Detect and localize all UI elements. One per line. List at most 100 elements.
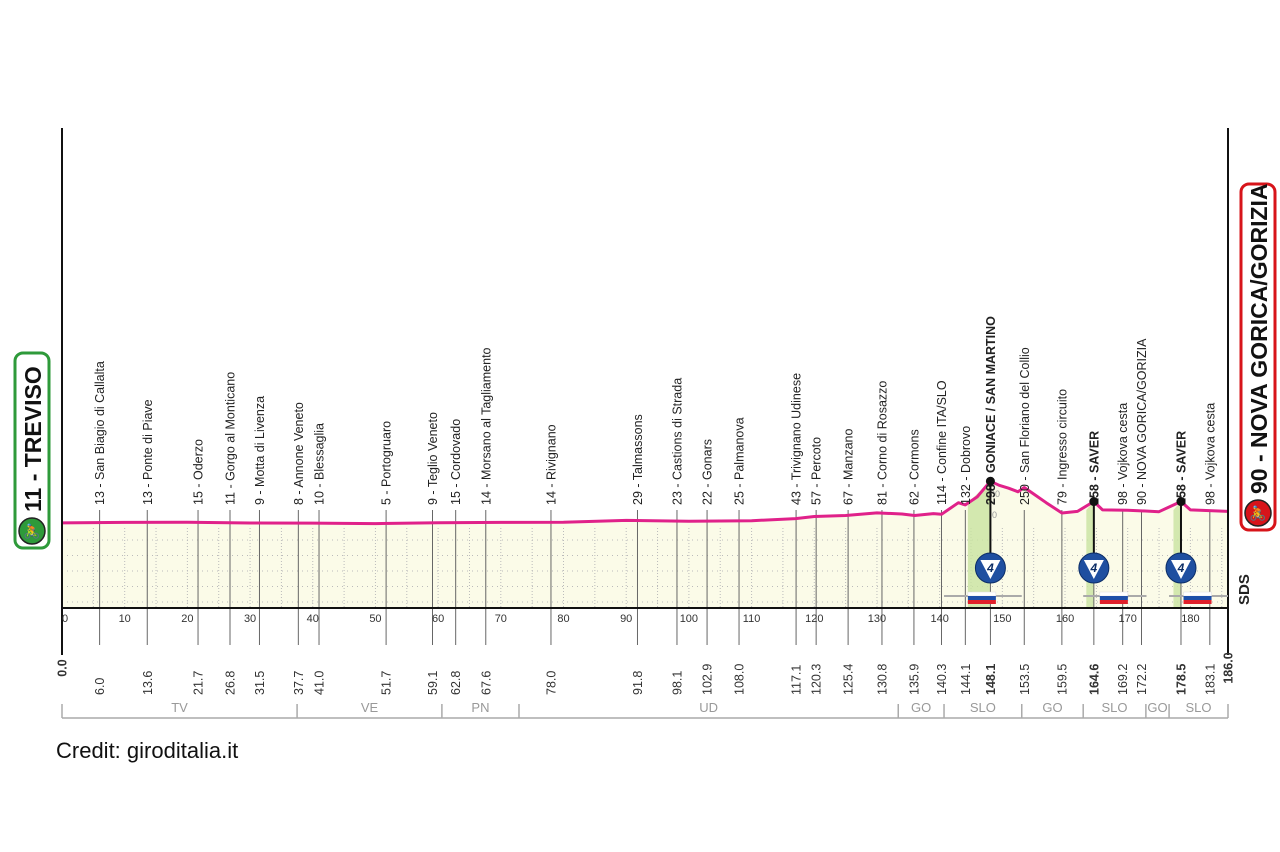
- waypoint-label: 57 - Percoto: [810, 437, 824, 505]
- endpoint-badge: [1239, 182, 1277, 532]
- distance-label: 117.1: [790, 665, 804, 695]
- province-label: SLO: [1186, 700, 1212, 715]
- km-tick-label: 140: [930, 613, 948, 625]
- waypoint-label: 158 - SAVER: [1174, 431, 1188, 505]
- climb-category-label: 4: [1090, 561, 1098, 575]
- waypoint-label: 81 - Corno di Rosazzo: [875, 381, 889, 505]
- profile-fill: [62, 481, 1228, 608]
- slovenia-flag-icon: [967, 600, 996, 604]
- km-axis: 0 10 20 30 40 50 60 70 80 90 100 110 120 130 140 150 160…: [61, 128, 1229, 655]
- province-label: GO: [1042, 700, 1062, 715]
- distance-label: 130.8: [875, 664, 889, 695]
- summit-dot: [1089, 497, 1099, 507]
- slovenia-flag-icon: [967, 596, 996, 600]
- waypoint-label: 23 - Castions di Strada: [670, 378, 684, 505]
- slovenia-flag-icon: [1183, 596, 1212, 600]
- cyclist-icon: [18, 517, 46, 545]
- sds-logo: SDS: [1236, 574, 1253, 605]
- climb-markers: 4 4 4: [944, 476, 1228, 604]
- km-tick-label: 120: [805, 613, 823, 625]
- province-label: VE: [361, 700, 379, 715]
- waypoint-label: 158 - SAVER: [1087, 431, 1101, 505]
- summit-dot: [985, 476, 995, 486]
- endpoint-label: 90 - NOVA GORICA/GORIZIA: [1246, 183, 1272, 494]
- distance-label: 108.0: [733, 664, 747, 695]
- distance-label: 140.3: [935, 664, 949, 695]
- waypoint-label: 11 - Gorgo al Monticano: [224, 372, 238, 505]
- waypoint-label: 132 - Dobrovo: [959, 426, 973, 505]
- distance-label: 186.0: [1222, 652, 1236, 683]
- distance-label: 153.5: [1018, 664, 1032, 695]
- km-tick-label: 80: [557, 613, 569, 625]
- waypoint-label: 43 - Trivignano Udinese: [790, 373, 804, 505]
- cyclist-icon-glyph: 🚴: [1249, 505, 1266, 522]
- waypoint-label: 62 - Cormons: [907, 429, 921, 505]
- distance-label: 144.1: [959, 664, 973, 695]
- slovenia-flag-icon: [967, 591, 997, 597]
- distance-label: 102.9: [701, 664, 715, 695]
- waypoint-label: 15 - Oderzo: [192, 439, 206, 505]
- credit-text: Credit: giroditalia.it: [56, 738, 239, 763]
- waypoint-label: 9 - Teglio Veneto: [426, 412, 440, 505]
- distance-label: 0.0: [56, 659, 70, 676]
- km-tick-label: 60: [432, 613, 444, 625]
- km-tick-label: 0: [62, 613, 68, 625]
- endpoints: 🚴 11 - TREVISO 🚴 90 - NOVA GORICA/GORIZIA SD…: [13, 182, 1277, 605]
- waypoint-label: 79 - Ingresso circuito: [1055, 389, 1069, 505]
- distance-label: 164.6: [1087, 664, 1101, 695]
- distance-label: 67.6: [479, 671, 493, 695]
- waypoint-label: 14 - Rivignano: [544, 424, 558, 505]
- distance-label: 31.5: [253, 671, 267, 695]
- waypoint-label: 250 - San Floriano del Collio: [1018, 347, 1032, 505]
- waypoint-labels: 13 - San Biagio di Callalta 13 - Ponte di…: [93, 316, 1217, 505]
- km-tick-label: 130: [868, 613, 886, 625]
- waypoint-label: 114 - Confine ITA/SLO: [935, 380, 949, 505]
- climb-triangle-icon: [1170, 560, 1191, 579]
- slovenia-flag-icon: [1099, 596, 1128, 600]
- slovenia-flag-icon: [1099, 600, 1128, 604]
- km-tick-label: 10: [119, 613, 131, 625]
- slovenia-flag-icon: [1099, 591, 1129, 597]
- waypoint-label: 298 - GONIACE / SAN MARTINO: [984, 316, 998, 505]
- y-tick-label: 200: [985, 489, 1000, 499]
- km-tick-label: 70: [495, 613, 507, 625]
- climb-triangle-icon: [1083, 560, 1104, 579]
- distance-label: 159.5: [1055, 664, 1069, 695]
- distance-labels: 0.0 6.0 13.6 21.7 26.8 31.5 37.7 41.0 51.7 59.1 62…: [56, 652, 1236, 695]
- cyclist-icon: [1244, 499, 1272, 527]
- km-tick-label: 150: [993, 613, 1011, 625]
- distance-label: 26.8: [224, 671, 238, 695]
- elevation-profile: [61, 479, 1229, 526]
- distance-label: 41.0: [313, 671, 327, 695]
- waypoint-label: 13 - San Biagio di Callalta: [93, 361, 107, 505]
- y-tick-label: 0: [992, 510, 997, 520]
- km-tick-label: 160: [1056, 613, 1074, 625]
- province-label: UD: [699, 700, 718, 715]
- distance-label: 21.7: [192, 671, 206, 695]
- summit-dot: [1176, 497, 1186, 507]
- cyclist-icon-glyph: 🚴: [23, 523, 40, 540]
- waypoint-label: 22 - Gonars: [701, 439, 715, 505]
- distance-label: 120.3: [810, 664, 824, 695]
- waypoint-label: 29 - Talmassons: [631, 414, 645, 505]
- distance-label: 78.0: [544, 671, 558, 695]
- km-tick-label: 30: [244, 613, 256, 625]
- endpoint-badge: [13, 351, 51, 550]
- endpoint-label: 11 - TREVISO: [20, 366, 46, 512]
- waypoint-label: 98 - Vojkova cesta: [1116, 403, 1130, 505]
- km-tick-label: 40: [307, 613, 319, 625]
- distance-label: 6.0: [93, 678, 107, 695]
- plot-area: [62, 481, 1228, 608]
- slovenia-flag-icon: [1183, 600, 1212, 604]
- waypoint-label: 13 - Ponte di Piave: [141, 399, 155, 505]
- climb-triangle-icon: [980, 560, 1001, 579]
- km-tick-label: 180: [1181, 613, 1199, 625]
- km-tick-label: 170: [1119, 613, 1137, 625]
- waypoint-label: 90 - NOVA GORICA/GORIZIA: [1135, 338, 1149, 505]
- province-label: GO: [1147, 700, 1167, 715]
- distance-label: 59.1: [426, 671, 440, 695]
- province-label: SLO: [1102, 700, 1128, 715]
- distance-label: 13.6: [141, 671, 155, 695]
- waypoint-label: 98 - Vojkova cesta: [1203, 403, 1217, 505]
